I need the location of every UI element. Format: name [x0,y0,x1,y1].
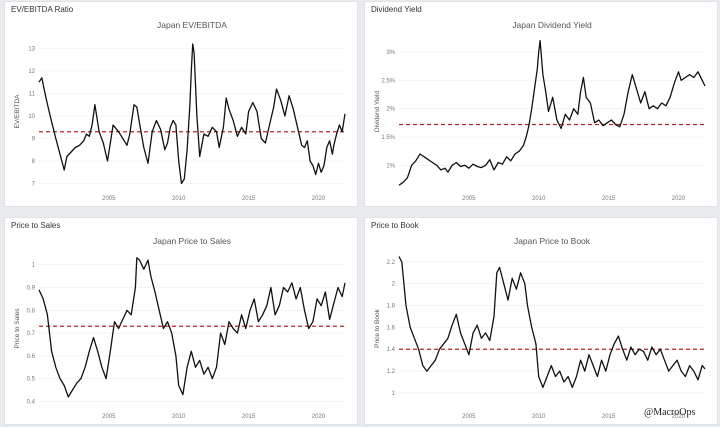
dividend-yield-panel: Dividend Yield Japan Dividend Yield 1% 1.5… [364,1,718,207]
pb-ytick-label: 1 [392,391,396,397]
ev-ebitda-panel-header: EV/EBITDA Ratio [11,5,74,14]
ev_ebitda-xtick-label: 2020 [312,196,326,202]
dividend-ytick-label: 2% [386,107,395,113]
ps-xtick-label: 2005 [102,414,116,420]
pb-ytick-label: 2 [392,282,396,288]
dividend-ytick-label: 1.5% [381,135,395,141]
ps-series-line [38,257,346,398]
dividend-title: Japan Dividend Yield [512,20,592,30]
ps-xtick-label: 2020 [312,414,326,420]
ps-xtick-label: 2015 [242,414,256,420]
pb-xtick-label: 2010 [532,414,546,420]
pb-ytick-label: 1.8 [387,304,396,310]
pb-xtick-label: 2015 [602,414,616,420]
ps-title: Japan Price to Sales [153,236,231,246]
ev_ebitda-ytick-label: 11 [29,92,36,98]
price-to-book-panel: Price to Book Japan Price to Book 1 1.2 1.4… [364,217,718,425]
ev_ebitda-ylabel: EV/EBITDA [14,94,21,129]
dividend-yield-chart: Japan Dividend Yield 1% 1.5% 2% 2.5% 3% 2005 20… [374,20,706,202]
ps-ytick-label: 0.4 [27,399,36,405]
ev_ebitda-ytick-label: 13 [28,47,35,53]
pb-ylabel: Price to Book [374,308,381,347]
dividend-ytick-label: 2.5% [381,78,395,84]
dividend-ylabel: Dividend Yield [374,91,381,133]
ev_ebitda-xtick-label: 2015 [242,196,256,202]
ev_ebitda-ytick-label: 7 [32,182,36,188]
pb-series-line [398,256,706,389]
ev_ebitda-title: Japan EV/EBITDA [157,20,227,30]
ev_ebitda-series-line [38,43,346,185]
pb-ytick-label: 1.6 [387,325,396,331]
ps-ytick-label: 0.7 [27,331,36,337]
dividend-xtick-label: 2015 [602,196,616,202]
dividend-yield-panel-header: Dividend Yield [371,5,422,14]
dividend-xtick-label: 2010 [532,196,546,202]
ps-ytick-label: 0.8 [27,308,36,314]
ev_ebitda-ytick-label: 12 [28,69,35,75]
pb-ytick-label: 2.2 [387,260,396,266]
ev-ebitda-panel: EV/EBITDA Ratio Japan EV/EBITDA 7 8 9 10 11 12… [4,1,358,207]
ps-ytick-label: 0.5 [27,377,36,383]
ps-xtick-label: 2010 [172,414,186,420]
pb-ytick-label: 1.4 [387,347,396,353]
dividend-ytick-label: 3% [386,50,395,56]
price-to-sales-chart: Japan Price to Sales 0.4 0.5 0.6 0.7 0.8 0.9 1 2… [14,236,346,420]
ev-ebitda-chart: Japan EV/EBITDA 7 8 9 10 11 12 13 2005 2010 2015 20… [14,20,346,202]
ev_ebitda-xtick-label: 2005 [102,196,116,202]
pb-ytick-label: 1.2 [387,369,396,375]
dividend-ytick-label: 1% [386,163,395,169]
price-to-book-panel-header: Price to Book [371,221,419,230]
macroops-watermark: @MacroOps [644,407,696,418]
ps-ytick-label: 0.9 [27,285,36,291]
dividend-xtick-label: 2005 [462,196,476,202]
price-to-sales-panel: Price to Sales Japan Price to Sales 0.4 0.… [4,217,358,425]
ev_ebitda-ytick-label: 8 [32,159,36,165]
ps-ytick-label: 1 [32,263,36,269]
ev_ebitda-ytick-label: 10 [28,114,35,120]
pb-xtick-label: 2020 [672,414,686,420]
dividend-series-line [398,40,706,186]
dividend-xtick-label: 2020 [672,196,686,202]
price-to-sales-panel-header: Price to Sales [11,221,61,230]
ev_ebitda-xtick-label: 2010 [172,196,186,202]
price-to-book-chart: Japan Price to Book 1 1.2 1.4 1.6 1.8 2 2.2 2005… [374,236,706,420]
pb-xtick-label: 2005 [462,414,476,420]
ev_ebitda-ytick-label: 9 [32,137,36,143]
pb-title: Japan Price to Book [514,236,591,246]
ps-ytick-label: 0.6 [27,354,36,360]
ps-ylabel: Price to Sales [14,308,21,349]
